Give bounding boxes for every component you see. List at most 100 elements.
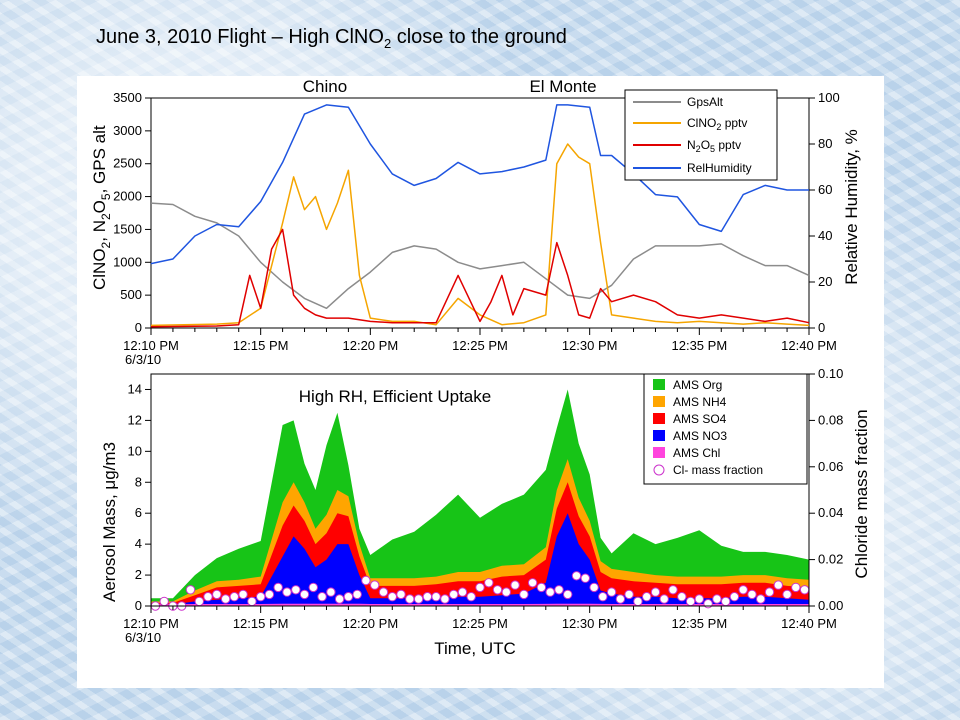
bottom-ytick-label: 14: [128, 381, 142, 396]
cl-fraction-point: [299, 589, 310, 600]
cl-fraction-point: [615, 594, 626, 604]
cl-fraction-point: [571, 571, 582, 581]
cl-fraction-point: [712, 594, 722, 604]
bottom-xdate-label: 6/3/10: [125, 630, 161, 645]
top-xtick-label: 12:40 PM: [781, 338, 837, 353]
cl-fraction-point: [308, 582, 319, 593]
cl-fraction-point: [212, 589, 222, 600]
cl-fraction-point: [738, 585, 748, 595]
cl-fraction-point: [247, 596, 257, 607]
cl-fraction-point: [492, 585, 503, 595]
cl-fraction-point: [343, 592, 354, 602]
bottom-ytick-label: 12: [128, 412, 142, 427]
top-xtick-label: 12:35 PM: [672, 338, 728, 353]
cl-fraction-point: [782, 589, 792, 600]
legend-clno2-p2: pptv: [721, 116, 747, 130]
legend-marker-cl-fraction: [653, 464, 665, 476]
cl-fraction-point: [633, 596, 643, 607]
bottom-xtick-label: 12:15 PM: [233, 616, 289, 631]
cl-fraction-point: [527, 578, 538, 588]
top-ylabel-p0: ClNO: [90, 248, 109, 290]
cl-fraction-point: [220, 594, 231, 604]
top-y2tick-label: 60: [818, 182, 832, 197]
bottom-xlabel: Time, UTC: [434, 639, 516, 658]
cl-fraction-point: [229, 592, 240, 602]
cl-fraction-point: [519, 589, 529, 600]
legend-swatch-so4: [653, 413, 665, 424]
legend-label-chl: AMS Chl: [673, 446, 720, 460]
cl-fraction-point: [677, 592, 687, 602]
cl-fraction-point: [291, 585, 301, 595]
bottom-ytick-label: 0: [135, 598, 142, 613]
top-ylabel-p5: 5: [99, 193, 113, 200]
cl-fraction-point: [747, 589, 757, 600]
cl-fraction-point: [282, 587, 292, 597]
top-legend-box: [624, 89, 778, 181]
legend-swatch-chl: [653, 447, 665, 458]
top-y2tick-label: 20: [818, 274, 832, 289]
top-ytick-label: 1000: [113, 254, 142, 269]
bottom-y2label: Chloride mass fraction: [852, 409, 871, 578]
bottom-ytick-label: 10: [128, 443, 142, 458]
cl-fraction-point: [650, 587, 661, 597]
cl-fraction-point: [659, 594, 669, 604]
legend-label-clno2: ClNO2 pptv: [687, 116, 747, 132]
cl-fraction-point: [256, 592, 266, 602]
bottom-ytick-label: 8: [135, 474, 142, 489]
legend-label-cl-fraction: Cl- mass fraction: [673, 463, 763, 477]
legend-label-no3: AMS NO3: [673, 429, 727, 443]
top-ytick-label: 3000: [113, 123, 142, 138]
bottom-ylabel: Aerosol Mass, μg/m3: [100, 442, 119, 602]
legend-n2o5-p0: N: [687, 138, 696, 152]
cl-fraction-point: [185, 585, 196, 595]
legend-swatch-nh4: [653, 396, 665, 407]
bottom-ylabel-p0: Aerosol Mass,: [100, 490, 119, 602]
bottom-xtick-label: 12:40 PM: [781, 616, 837, 631]
title-end: close to the ground: [391, 26, 567, 48]
top-xtick-label: 12:20 PM: [343, 338, 399, 353]
cl-fraction-point: [203, 592, 213, 602]
bottom-xtick-label: 12:30 PM: [562, 616, 618, 631]
legend-label-n2o5: N2O5 pptv: [687, 138, 741, 154]
top-axes: 12:10 PM 12:15 PM 12:20 PM 12:25 PM 12:30 PM…: [113, 90, 840, 367]
bottom-xtick-label: 12:25 PM: [452, 616, 508, 631]
top-y2tick-label: 80: [818, 136, 832, 151]
legend-n2o5-p3: 5: [710, 144, 715, 154]
bottom-y2tick-label: 0.06: [818, 459, 843, 474]
cl-fraction-point: [694, 594, 704, 604]
top-xtick-label: 12:30 PM: [562, 338, 618, 353]
cl-fraction-point: [264, 589, 275, 600]
top-ytick-label: 3500: [113, 90, 142, 105]
cl-fraction-point: [457, 587, 468, 597]
legend-label-so4: AMS SO4: [673, 412, 727, 426]
legend-clno2-p1: 2: [716, 122, 721, 132]
bottom-ylabel-p1: μ: [100, 480, 119, 490]
top-ylabel-p4: O: [90, 200, 109, 213]
top-ytick-label: 1500: [113, 221, 142, 236]
top-xtick-label: 12:15 PM: [233, 338, 289, 353]
legend-swatch-org: [653, 379, 665, 390]
cl-fraction-point: [624, 589, 634, 600]
bottom-y2tick-label: 0.02: [818, 552, 843, 567]
bottom-xtick-label: 12:35 PM: [672, 616, 728, 631]
top-ylabel-p6: , GPS alt: [90, 125, 109, 193]
cl-fraction-point: [405, 594, 415, 604]
cl-fraction-point: [317, 592, 327, 602]
cl-fraction-point: [431, 592, 441, 602]
cl-fraction-point: [378, 587, 389, 597]
cl-fraction-point: [606, 587, 617, 597]
cl-fraction-point: [764, 587, 775, 597]
bottom-series-group: [151, 389, 809, 606]
cl-fraction-point: [729, 592, 740, 602]
legend-label-nh4: AMS NH4: [673, 395, 727, 409]
cl-fraction-point: [422, 592, 433, 602]
bottom-y2tick-label: 0.10: [818, 366, 843, 381]
top-xtick-label: 12:10 PM: [123, 338, 179, 353]
cl-fraction-point: [791, 582, 801, 593]
title-subscript: 2: [383, 36, 392, 51]
top-legend: GpsAlt ClNO2 pptv N2O5 pptv RelHumidity: [624, 89, 778, 181]
top-ytick-label: 2000: [113, 189, 142, 204]
cl-fraction-point: [273, 582, 283, 593]
cl-fraction-point: [475, 582, 485, 593]
legend-label-gpsalt: GpsAlt: [687, 95, 724, 109]
